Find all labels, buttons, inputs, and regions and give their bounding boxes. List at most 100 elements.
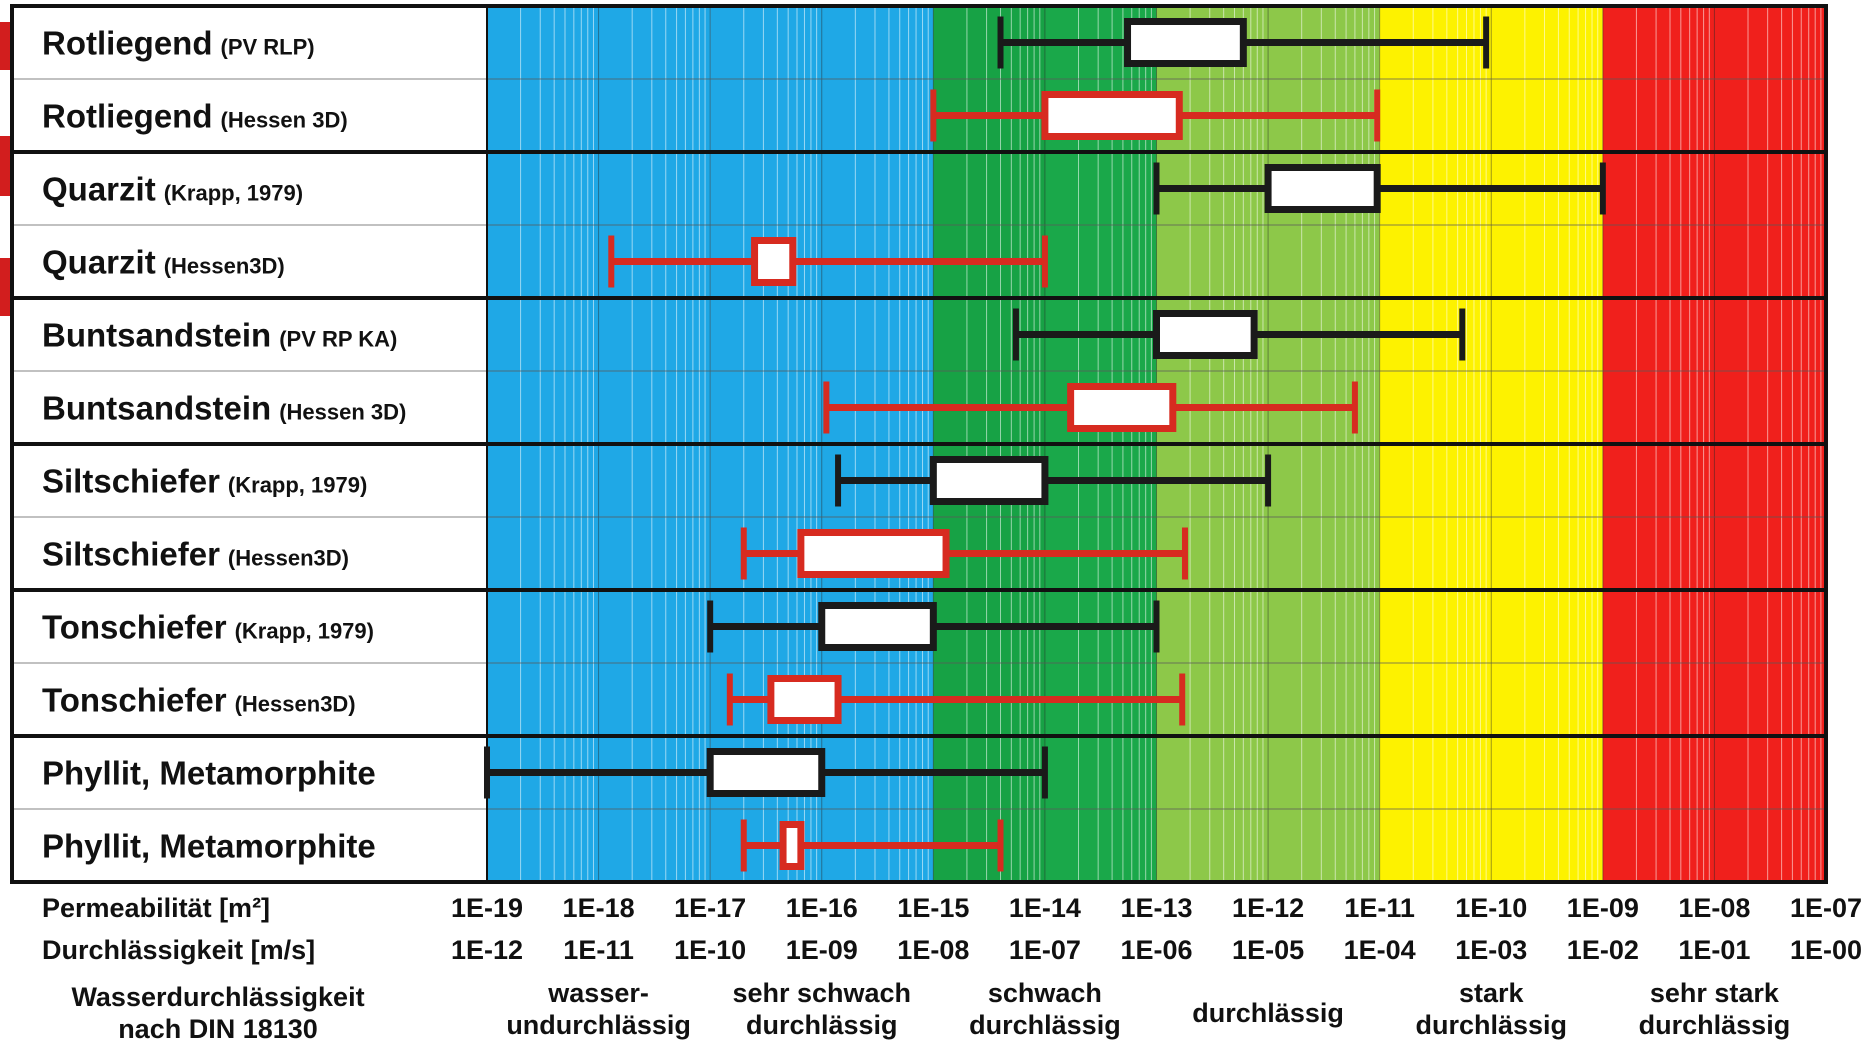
- iqr-box: [1264, 164, 1381, 213]
- tick-label: 1E-11: [1344, 893, 1415, 923]
- row-label-0: Rotliegend (PV RLP): [42, 25, 315, 62]
- tick-label: 1E-09: [786, 935, 858, 965]
- boxplot-row-9: [726, 673, 1186, 726]
- row-name: Buntsandstein: [42, 317, 271, 354]
- tick-label: 1E-09: [1567, 893, 1639, 923]
- classification-title-line-2: nach DIN 18130: [118, 1014, 318, 1044]
- tick-label: 1E-04: [1344, 935, 1416, 965]
- boxplot-row-10: [484, 746, 1048, 799]
- class-label-4: durchlässig: [1415, 1010, 1567, 1040]
- axis-row-label-1: Durchlässigkeit [m/s]: [42, 935, 315, 965]
- class-label-2: durchlässig: [969, 1010, 1121, 1040]
- boxplot-row-0: [997, 16, 1490, 69]
- row-name: Phyllit, Metamorphite: [42, 828, 376, 865]
- tick-label: 1E-12: [1232, 893, 1304, 923]
- iqr-box: [751, 237, 797, 286]
- row-label-1: Rotliegend (Hessen 3D): [42, 98, 348, 135]
- boxplot-row-4: [1012, 308, 1466, 361]
- tick-label: 1E-15: [897, 893, 969, 923]
- row-source: (Krapp, 1979): [235, 619, 374, 644]
- boxplot-series: [484, 16, 1606, 872]
- row-label-9: Tonschiefer (Hessen3D): [42, 682, 356, 719]
- tick-label: 1E-16: [786, 893, 858, 923]
- left-marker-1: [0, 136, 10, 196]
- iqr-box: [818, 602, 937, 651]
- row-source: (Hessen3D): [228, 546, 349, 571]
- left-marker-2: [0, 258, 10, 316]
- iqr-box: [1067, 383, 1177, 432]
- row-name: Phyllit, Metamorphite: [42, 755, 376, 792]
- row-name: Rotliegend: [42, 25, 213, 62]
- row-label-7: Siltschiefer (Hessen3D): [42, 536, 349, 573]
- boxplot-row-7: [740, 527, 1188, 580]
- row-name: Buntsandstein: [42, 390, 271, 427]
- row-source: (Hessen3D): [164, 254, 285, 279]
- tick-label: 1E-08: [1678, 893, 1750, 923]
- row-source: (Hessen 3D): [221, 108, 348, 133]
- axis-row-label-0: Permeabilität [m²]: [42, 893, 270, 923]
- class-label-4: stark: [1459, 978, 1525, 1008]
- tick-label: 1E-07: [1009, 935, 1081, 965]
- left-marker-0: [0, 22, 10, 70]
- row-label-10: Phyllit, Metamorphite: [42, 755, 376, 792]
- tick-label: 1E-03: [1455, 935, 1527, 965]
- tick-label: 1E-19: [451, 893, 523, 923]
- boxplot-row-3: [608, 235, 1048, 288]
- tick-label: 1E-13: [1120, 893, 1192, 923]
- row-label-5: Buntsandstein (Hessen 3D): [42, 390, 406, 427]
- boxplot-row-2: [1153, 162, 1606, 215]
- row-source: (Hessen 3D): [279, 400, 406, 425]
- row-label-6: Siltschiefer (Krapp, 1979): [42, 463, 367, 500]
- tick-label: 1E-07: [1790, 893, 1862, 923]
- iqr-box: [1153, 310, 1258, 359]
- tick-label: 1E-06: [1120, 935, 1192, 965]
- class-label-3: durchlässig: [1192, 998, 1344, 1028]
- row-label-4: Buntsandstein (PV RP KA): [42, 317, 397, 354]
- iqr-box: [797, 529, 950, 578]
- outer-border: [10, 4, 1828, 884]
- class-label-2: schwach: [988, 978, 1102, 1008]
- row-name: Quarzit: [42, 244, 156, 281]
- row-name: Rotliegend: [42, 98, 213, 135]
- row-label-2: Quarzit (Krapp, 1979): [42, 171, 303, 208]
- boxplot-row-8: [707, 600, 1160, 653]
- class-label-1: durchlässig: [746, 1010, 898, 1040]
- boxplot-row-11: [740, 819, 1004, 872]
- tick-label: 1E-17: [674, 893, 746, 923]
- row-name: Quarzit: [42, 171, 156, 208]
- tick-label: 1E-05: [1232, 935, 1304, 965]
- row-label-3: Quarzit (Hessen3D): [42, 244, 285, 281]
- row-label-8: Tonschiefer (Krapp, 1979): [42, 609, 374, 646]
- tick-label: 1E-18: [563, 893, 635, 923]
- class-label-0: undurchlässig: [506, 1010, 691, 1040]
- row-label-11: Phyllit, Metamorphite: [42, 828, 376, 865]
- boxplot-row-1: [930, 89, 1381, 142]
- tick-label: 1E-12: [451, 935, 523, 965]
- boxplot-row-5: [823, 381, 1358, 434]
- class-label-0: wasser-: [547, 978, 649, 1008]
- row-source: (PV RLP): [221, 35, 315, 60]
- tick-label: 1E-02: [1567, 935, 1639, 965]
- iqr-box: [706, 748, 826, 797]
- tick-label: 1E-00: [1790, 935, 1862, 965]
- row-source: (Hessen3D): [235, 692, 356, 717]
- chart-frame: [10, 4, 1828, 884]
- row-name: Siltschiefer: [42, 536, 220, 573]
- class-label-5: durchlässig: [1639, 1010, 1791, 1040]
- iqr-box: [767, 675, 842, 724]
- tick-label: 1E-10: [674, 935, 746, 965]
- row-name: Tonschiefer: [42, 609, 227, 646]
- iqr-box: [929, 456, 1049, 505]
- iqr-box: [1041, 91, 1183, 140]
- left-edge-markers: [0, 22, 10, 316]
- tick-label: 1E-08: [897, 935, 969, 965]
- boxplot-row-6: [835, 454, 1272, 507]
- class-label-5: sehr stark: [1650, 978, 1780, 1008]
- row-source: (PV RP KA): [279, 327, 397, 352]
- iqr-box: [779, 821, 805, 870]
- classification-title-line-1: Wasserdurchlässigkeit: [71, 982, 364, 1012]
- class-label-1: sehr schwach: [732, 978, 911, 1008]
- tick-label: 1E-01: [1678, 935, 1750, 965]
